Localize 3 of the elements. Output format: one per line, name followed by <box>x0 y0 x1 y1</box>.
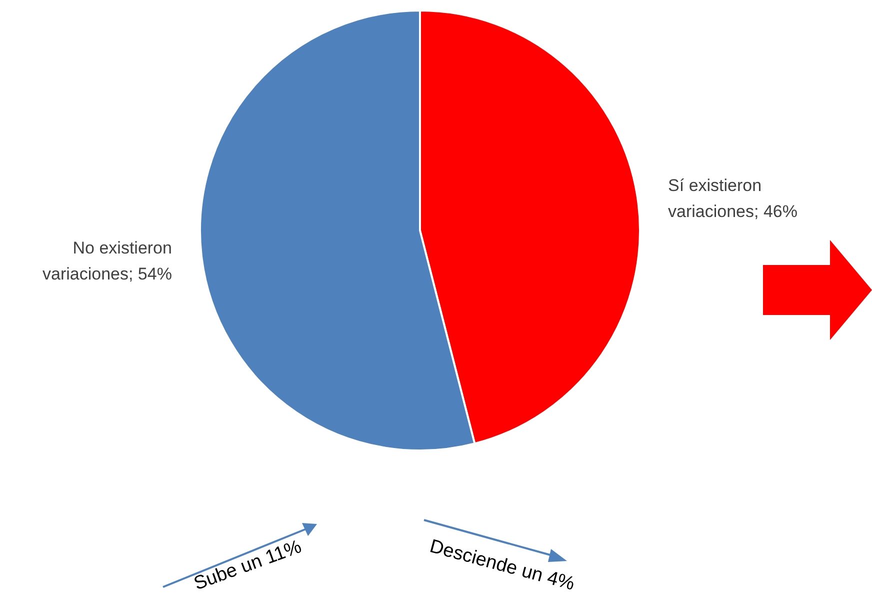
text: Sube un 11% <box>191 536 305 596</box>
slice-label: Sí existieron variaciones; 46% <box>668 176 798 221</box>
slice-label: No existieron variaciones; 54% <box>42 238 172 284</box>
